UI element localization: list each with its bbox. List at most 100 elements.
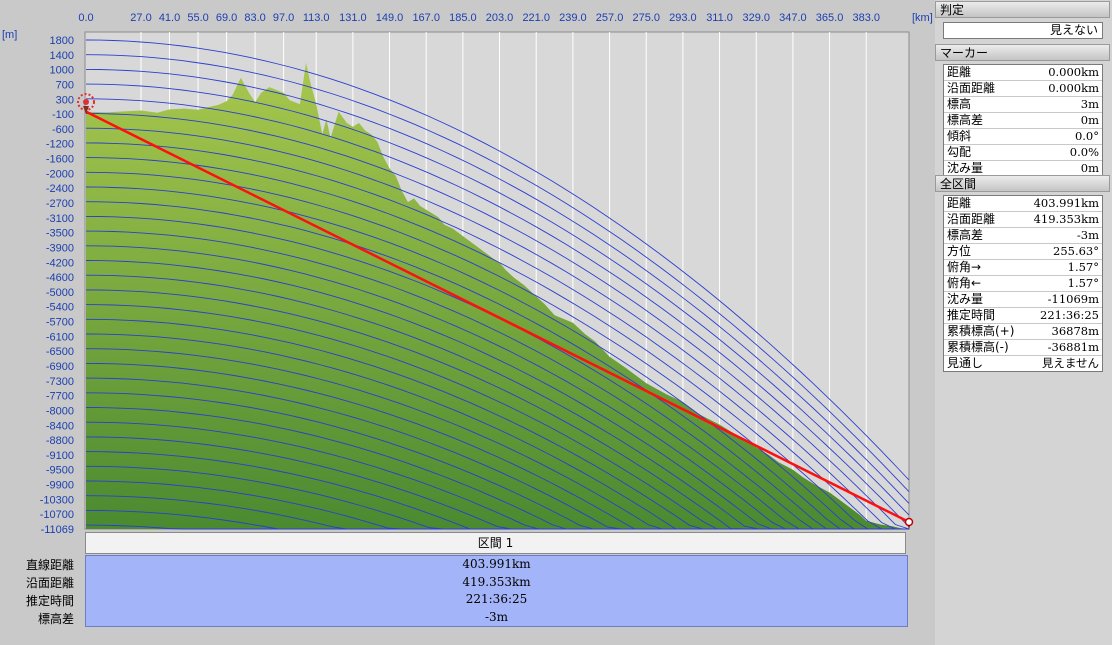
y-tick-label: -600 <box>52 124 74 136</box>
curvature-line <box>85 113 910 530</box>
all-sections-label: 沿面距離 <box>947 212 996 226</box>
y-tick-label: -100 <box>52 109 74 121</box>
y-tick-label: -8400 <box>46 420 74 432</box>
marker-label: 標高差 <box>947 113 984 127</box>
x-tick-label: 97.0 <box>273 12 294 24</box>
marker-label: 距離 <box>947 65 972 79</box>
y-tick-label: -2000 <box>46 168 74 180</box>
x-tick-label: 83.0 <box>244 12 265 24</box>
y-tick-label: -6500 <box>46 346 74 358</box>
all-sections-label: 沈み量 <box>947 292 984 306</box>
all-sections-row: 沿面距離 419.353km <box>944 212 1102 228</box>
profile-chart-area: 0.0 27.0 41.0 55.0 69.0 83.0 97.0 113.0 131.0 149… <box>0 0 935 645</box>
all-sections-value: 255.63° <box>1053 244 1099 258</box>
verdict-value: 見えない <box>943 22 1103 39</box>
x-tick-label: 0.0 <box>78 12 93 24</box>
y-unit-label: [m] <box>2 29 17 41</box>
all-sections-header[interactable]: 全区間 <box>935 175 1110 192</box>
all-sections-value: 403.991km <box>1033 196 1099 210</box>
all-sections-table: 距離 403.991km 沿面距離 419.353km 標高差 -3m 方位 255.63° 俯… <box>943 195 1103 372</box>
all-sections-label: 距離 <box>947 196 972 210</box>
x-tick-label: 149.0 <box>376 12 404 24</box>
all-sections-row: 標高差 -3m <box>944 228 1102 244</box>
verdict-header[interactable]: 判定 <box>935 1 1110 18</box>
x-tick-label: 113.0 <box>303 12 330 24</box>
y-tick-label: 300 <box>56 94 74 106</box>
y-tick-label: -10300 <box>40 494 74 506</box>
marker-row: 距離 0.000km <box>944 65 1102 81</box>
x-tick-label: 257.0 <box>596 12 624 24</box>
all-sections-label: 累積標高(-) <box>947 340 1009 354</box>
marker-value: 0m <box>1080 113 1099 127</box>
summary-label-elevation-diff: 標高差 <box>37 612 74 626</box>
y-tick-label: -3900 <box>46 242 74 254</box>
y-tick-label: 1800 <box>50 35 74 47</box>
y-tick-label: -5700 <box>46 317 74 329</box>
all-sections-row: 俯角→ 1.57° <box>944 260 1102 276</box>
summary-label-direct-distance: 直線距離 <box>25 558 74 572</box>
all-sections-label: 方位 <box>947 244 972 258</box>
all-sections-value: 1.57° <box>1067 260 1099 274</box>
summary-value-surface-distance: 419.353km <box>462 574 531 589</box>
all-sections-row: 累積標高(+) 36878m <box>944 324 1102 340</box>
marker-table: 距離 0.000km 沿面距離 0.000km 標高 3m 標高差 0m 傾斜 0.0° 勾配 0.0… <box>943 64 1103 177</box>
marker-value: 3m <box>1080 97 1099 111</box>
y-tick-label: -4600 <box>46 272 74 284</box>
marker-label: 勾配 <box>947 145 972 159</box>
x-tick-label: 239.0 <box>559 12 587 24</box>
summary-labels: 直線距離 沿面距離 推定時間 標高差 <box>0 556 82 628</box>
marker-value: 0.0% <box>1069 145 1099 159</box>
marker-value: 0.0° <box>1074 129 1099 143</box>
y-tick-label: -2700 <box>46 198 74 210</box>
x-tick-label: 365.0 <box>816 12 844 24</box>
x-tick-label: 41.0 <box>159 12 180 24</box>
section-header[interactable]: 区間 1 <box>85 532 906 554</box>
x-tick-label: 347.0 <box>779 12 807 24</box>
x-tick-label: 293.0 <box>669 12 697 24</box>
all-sections-row: 見通し 見えません <box>944 356 1102 371</box>
all-sections-label: 俯角→ <box>947 260 982 274</box>
marker-label: 傾斜 <box>947 129 972 143</box>
end-marker-icon[interactable] <box>904 517 914 531</box>
marker-row: 勾配 0.0% <box>944 145 1102 161</box>
marker-value: 0m <box>1080 161 1099 175</box>
summary-value-direct-distance: 403.991km <box>462 557 531 571</box>
all-sections-value: 1.57° <box>1067 276 1099 290</box>
y-tick-label: -9500 <box>46 465 74 477</box>
marker-row: 沿面距離 0.000km <box>944 81 1102 97</box>
y-tick-label: -9100 <box>46 450 74 462</box>
all-sections-value: 見えません <box>1041 356 1099 370</box>
x-tick-label: 311.0 <box>706 12 733 24</box>
all-sections-label: 推定時間 <box>947 308 996 322</box>
curvature-line <box>85 39 910 481</box>
y-tick-label: 1400 <box>50 50 74 62</box>
all-sections-row: 方位 255.63° <box>944 244 1102 260</box>
y-tick-label: -7300 <box>46 376 74 388</box>
curvature-line <box>85 524 909 530</box>
all-sections-value: 419.353km <box>1033 212 1099 226</box>
x-tick-label: 185.0 <box>449 12 477 24</box>
curvature-line <box>85 127 909 530</box>
start-marker-icon[interactable] <box>77 93 95 114</box>
x-tick-label: 203.0 <box>486 12 514 24</box>
marker-header[interactable]: マーカー <box>935 44 1110 61</box>
curvature-line <box>85 54 910 493</box>
x-tick-label: 167.0 <box>412 12 440 24</box>
y-tick-label: -6900 <box>46 361 74 373</box>
curvature-line <box>85 157 909 530</box>
x-tick-label: 221.0 <box>522 12 550 24</box>
x-tick-label: 131.0 <box>339 12 367 24</box>
all-sections-label: 俯角← <box>947 276 982 290</box>
marker-row: 傾斜 0.0° <box>944 129 1102 145</box>
all-sections-label: 標高差 <box>947 228 984 242</box>
curvature-line <box>85 142 909 530</box>
x-unit-label: [km] <box>912 12 933 24</box>
elevation-profile-chart[interactable]: 0.0 27.0 41.0 55.0 69.0 83.0 97.0 113.0 131.0 149… <box>0 0 935 645</box>
terrain-area <box>86 62 909 529</box>
curvature-line <box>85 171 909 530</box>
all-sections-row: 沈み量 -11069m <box>944 292 1102 308</box>
curvature-line <box>85 230 909 530</box>
y-tick-label: -8800 <box>46 435 74 447</box>
marker-row: 標高 3m <box>944 97 1102 113</box>
all-sections-value: -36881m <box>1047 340 1099 354</box>
